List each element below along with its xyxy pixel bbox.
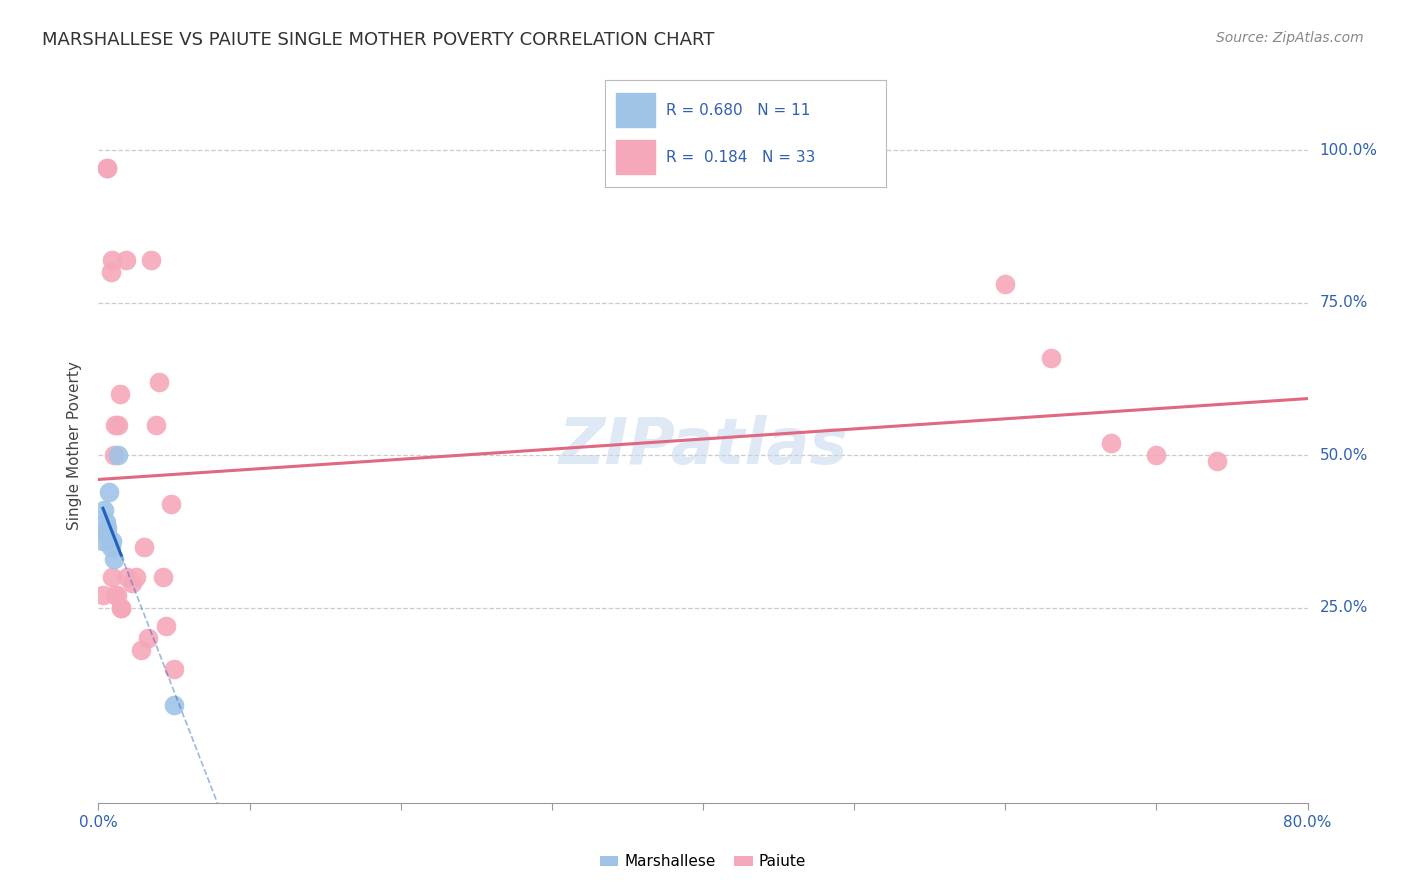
Point (129, 643, 152, 657)
Point (163, 662, 186, 676)
Point (155, 619, 177, 633)
Point (148, 375, 170, 389)
Point (152, 570, 174, 584)
Point (1039, 351, 1062, 365)
Point (93, 503, 115, 517)
Text: 50.0%: 50.0% (1320, 448, 1368, 463)
Bar (616, 140, 655, 175)
Point (107, 448, 129, 462)
Point (110, 600, 132, 615)
Point (110, 600, 132, 615)
Point (1099, 436, 1122, 450)
Point (105, 589, 128, 603)
Point (96, 521, 118, 535)
Point (108, 387, 131, 401)
Point (1206, 454, 1229, 468)
Point (107, 417, 129, 432)
Point (101, 252, 124, 267)
Point (1144, 448, 1167, 462)
Point (141, 252, 163, 267)
Point (103, 448, 125, 462)
Point (163, 698, 186, 713)
Point (91, 533, 114, 548)
Y-axis label: Single Mother Poverty: Single Mother Poverty (66, 361, 82, 531)
Point (132, 540, 155, 554)
Text: R = 0.680   N = 11: R = 0.680 N = 11 (666, 103, 811, 118)
Text: 80.0%: 80.0% (1284, 815, 1331, 830)
Point (91, 589, 114, 603)
Point (121, 576, 143, 591)
Point (101, 570, 124, 584)
Point (96, 161, 118, 176)
Text: MARSHALLESE VS PAIUTE SINGLE MOTHER POVERTY CORRELATION CHART: MARSHALLESE VS PAIUTE SINGLE MOTHER POVE… (42, 31, 714, 49)
Text: Source: ZipAtlas.com: Source: ZipAtlas.com (1216, 31, 1364, 45)
Legend: Marshallese, Paiute: Marshallese, Paiute (593, 848, 813, 875)
Point (136, 631, 159, 645)
Point (994, 277, 1017, 292)
Point (100, 265, 122, 279)
Point (104, 417, 127, 432)
Text: 75.0%: 75.0% (1320, 295, 1368, 310)
Text: 0.0%: 0.0% (79, 815, 118, 830)
Point (125, 570, 148, 584)
Text: 100.0%: 100.0% (1320, 143, 1378, 158)
Point (160, 497, 183, 511)
Text: ZIPatlas: ZIPatlas (558, 415, 848, 477)
Point (101, 533, 124, 548)
Point (96, 527, 118, 541)
Point (94, 515, 117, 529)
Point (98, 484, 121, 499)
Point (114, 252, 136, 267)
Point (96, 161, 118, 176)
Point (104, 589, 127, 603)
Point (103, 551, 125, 566)
Text: R =  0.184   N = 33: R = 0.184 N = 33 (666, 150, 815, 165)
Point (145, 417, 167, 432)
Text: 25.0%: 25.0% (1320, 600, 1368, 615)
Point (115, 570, 138, 584)
Bar (616, 93, 655, 128)
Point (100, 540, 122, 554)
